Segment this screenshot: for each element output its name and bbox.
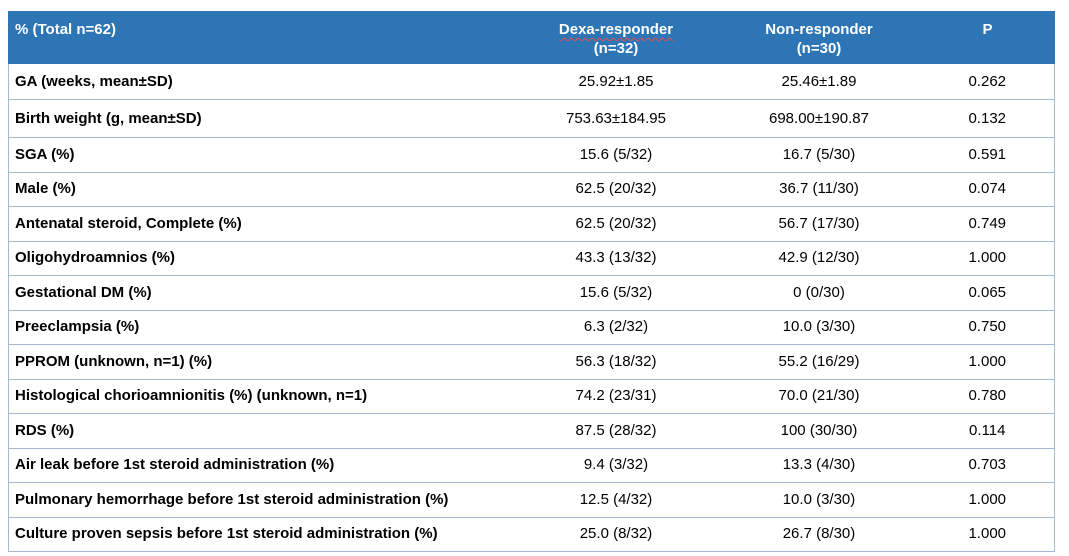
p-value: 0.262	[920, 63, 1055, 100]
non-value: 13.3 (4/30)	[717, 448, 921, 483]
row-label: Gestational DM (%)	[8, 275, 515, 311]
row-label: Birth weight (g, mean±SD)	[8, 99, 515, 138]
header-label: % (Total n=62)	[8, 11, 515, 64]
table-body: GA (weeks, mean±SD) 25.92±1.85 25.46±1.8…	[8, 63, 1055, 552]
p-value: 0.780	[920, 379, 1055, 414]
p-value: 0.074	[920, 172, 1055, 207]
non-value: 55.2 (16/29)	[717, 344, 921, 380]
dexa-value: 15.6 (5/32)	[514, 275, 718, 311]
row-label: Oligohydroamnios (%)	[8, 241, 515, 276]
header-non-name: Non-responder	[765, 21, 873, 38]
table-row: SGA (%) 15.6 (5/32) 16.7 (5/30) 0.591	[8, 137, 1055, 173]
dexa-value: 753.63±184.95	[514, 99, 718, 138]
table-row: Pulmonary hemorrhage before 1st steroid …	[8, 482, 1055, 518]
table-row: Preeclampsia (%) 6.3 (2/32) 10.0 (3/30) …	[8, 310, 1055, 345]
row-label: Air leak before 1st steroid administrati…	[8, 448, 515, 483]
non-value: 25.46±1.89	[717, 63, 921, 100]
non-value: 42.9 (12/30)	[717, 241, 921, 276]
dexa-value: 15.6 (5/32)	[514, 137, 718, 173]
p-value: 0.065	[920, 275, 1055, 311]
table-row: PPROM (unknown, n=1) (%) 56.3 (18/32) 55…	[8, 344, 1055, 380]
header-dexa-name: Dexa-responder	[558, 21, 674, 38]
dexa-value: 74.2 (23/31)	[514, 379, 718, 414]
dexa-value: 9.4 (3/32)	[514, 448, 718, 483]
header-non-n: (n=30)	[796, 40, 842, 57]
header-row: % (Total n=62) Dexa-responder (n=32) Non…	[8, 11, 1055, 64]
data-table-container: % (Total n=62) Dexa-responder (n=32) Non…	[8, 11, 1055, 552]
p-value: 0.591	[920, 137, 1055, 173]
row-label: Preeclampsia (%)	[8, 310, 515, 345]
table-row: Culture proven sepsis before 1st steroid…	[8, 517, 1055, 552]
dexa-value: 12.5 (4/32)	[514, 482, 718, 518]
non-value: 10.0 (3/30)	[717, 482, 921, 518]
dexa-value: 25.0 (8/32)	[514, 517, 718, 552]
table-row: Male (%) 62.5 (20/32) 36.7 (11/30) 0.074	[8, 172, 1055, 207]
dexa-value: 6.3 (2/32)	[514, 310, 718, 345]
p-value: 0.703	[920, 448, 1055, 483]
non-value: 100 (30/30)	[717, 413, 921, 449]
header-p-value: P	[920, 11, 1055, 64]
p-value: 0.749	[920, 206, 1055, 242]
non-value: 70.0 (21/30)	[717, 379, 921, 414]
non-value: 0 (0/30)	[717, 275, 921, 311]
p-value: 1.000	[920, 241, 1055, 276]
non-value: 16.7 (5/30)	[717, 137, 921, 173]
dexa-value: 87.5 (28/32)	[514, 413, 718, 449]
non-value: 698.00±190.87	[717, 99, 921, 138]
row-label: PPROM (unknown, n=1) (%)	[8, 344, 515, 380]
non-value: 10.0 (3/30)	[717, 310, 921, 345]
dexa-value: 43.3 (13/32)	[514, 241, 718, 276]
table-header: % (Total n=62) Dexa-responder (n=32) Non…	[8, 11, 1055, 64]
row-label: GA (weeks, mean±SD)	[8, 63, 515, 100]
row-label: Pulmonary hemorrhage before 1st steroid …	[8, 482, 515, 518]
p-value: 0.114	[920, 413, 1055, 449]
row-label: Antenatal steroid, Complete (%)	[8, 206, 515, 242]
row-label: RDS (%)	[8, 413, 515, 449]
p-value: 0.750	[920, 310, 1055, 345]
row-label: Histological chorioamnionitis (%) (unkno…	[8, 379, 515, 414]
row-label: Culture proven sepsis before 1st steroid…	[8, 517, 515, 552]
dexa-value: 56.3 (18/32)	[514, 344, 718, 380]
non-value: 56.7 (17/30)	[717, 206, 921, 242]
table-row: Air leak before 1st steroid administrati…	[8, 448, 1055, 483]
header-p-text: P	[982, 21, 993, 38]
p-value: 1.000	[920, 482, 1055, 518]
row-label: Male (%)	[8, 172, 515, 207]
table-row: Histological chorioamnionitis (%) (unkno…	[8, 379, 1055, 414]
header-dexa-n: (n=32)	[593, 40, 639, 57]
row-label: SGA (%)	[8, 137, 515, 173]
p-value: 0.132	[920, 99, 1055, 138]
non-value: 26.7 (8/30)	[717, 517, 921, 552]
non-value: 36.7 (11/30)	[717, 172, 921, 207]
header-non-responder: Non-responder (n=30)	[717, 11, 921, 64]
header-label-text: % (Total n=62)	[15, 21, 116, 38]
table-row: GA (weeks, mean±SD) 25.92±1.85 25.46±1.8…	[8, 63, 1055, 100]
dexa-value: 62.5 (20/32)	[514, 172, 718, 207]
table-row: Gestational DM (%) 15.6 (5/32) 0 (0/30) …	[8, 275, 1055, 311]
header-dexa-responder: Dexa-responder (n=32)	[514, 11, 718, 64]
dexa-value: 25.92±1.85	[514, 63, 718, 100]
table-row: Antenatal steroid, Complete (%) 62.5 (20…	[8, 206, 1055, 242]
dexa-value: 62.5 (20/32)	[514, 206, 718, 242]
table-row: Birth weight (g, mean±SD) 753.63±184.95 …	[8, 99, 1055, 138]
table-row: RDS (%) 87.5 (28/32) 100 (30/30) 0.114	[8, 413, 1055, 449]
table-row: Oligohydroamnios (%) 43.3 (13/32) 42.9 (…	[8, 241, 1055, 276]
p-value: 1.000	[920, 344, 1055, 380]
p-value: 1.000	[920, 517, 1055, 552]
characteristics-table: % (Total n=62) Dexa-responder (n=32) Non…	[8, 11, 1055, 552]
